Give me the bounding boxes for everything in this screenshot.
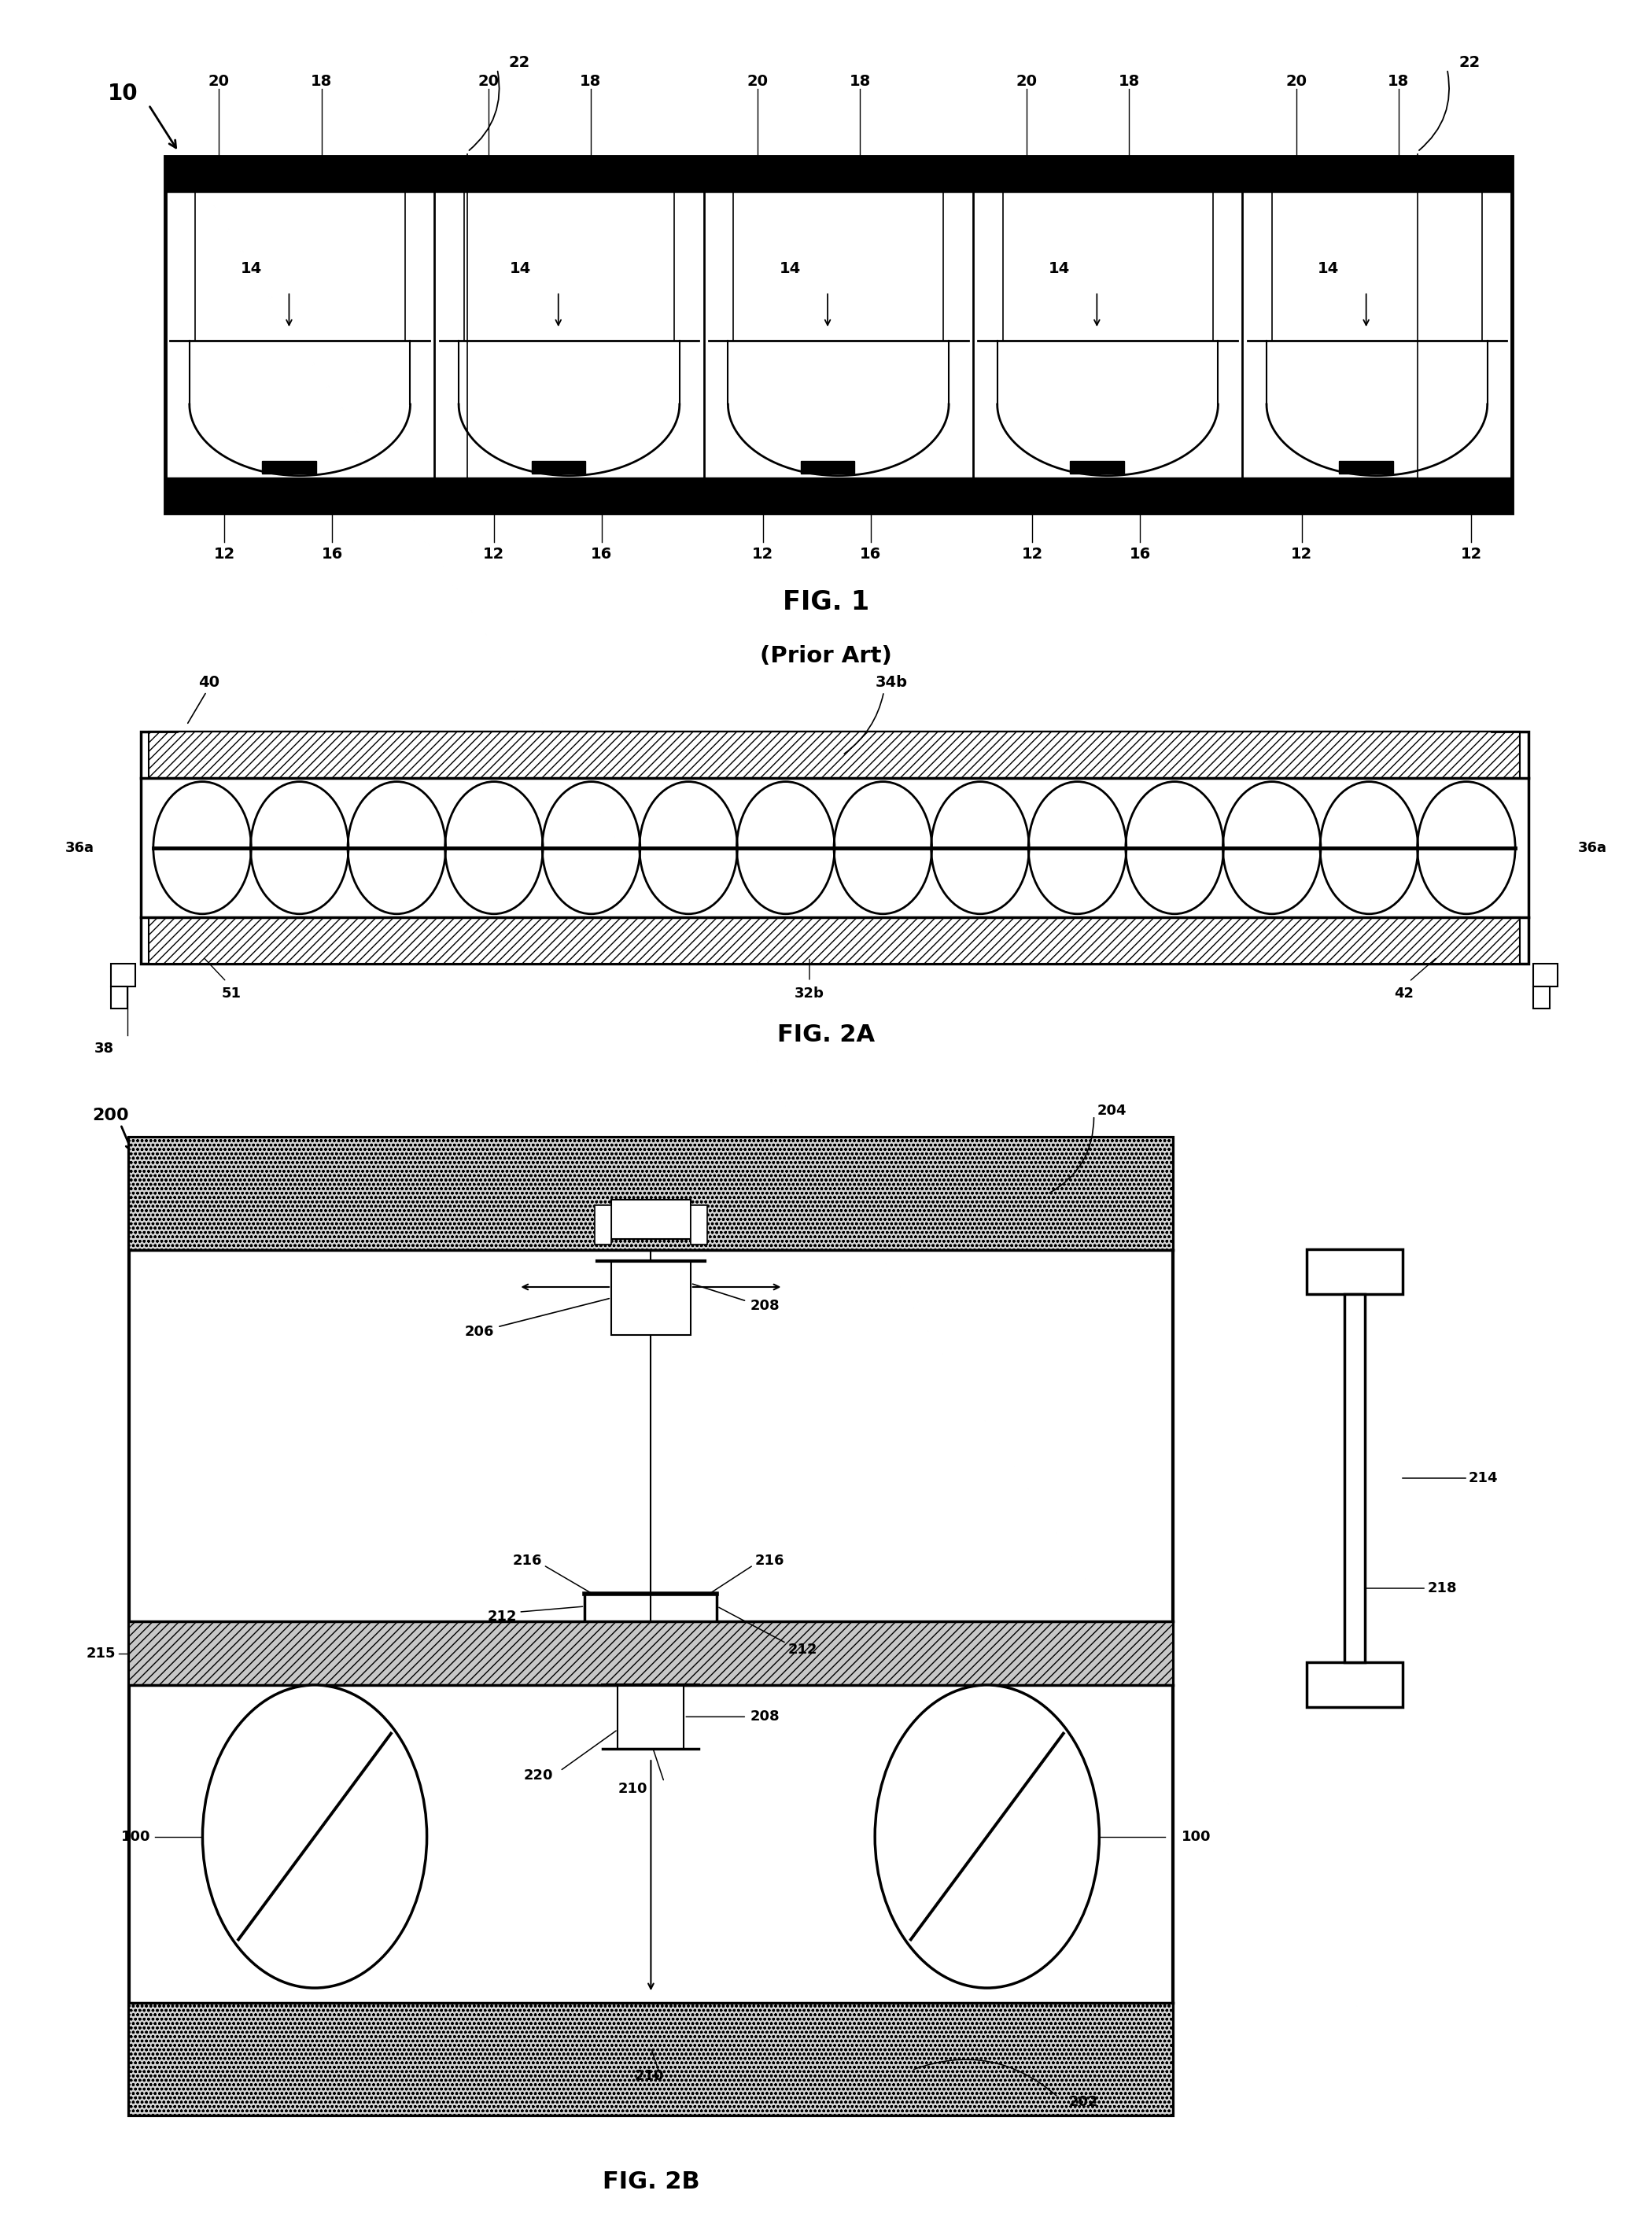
Bar <box>149 732 1520 779</box>
Text: 12: 12 <box>1290 547 1312 562</box>
Text: 42: 42 <box>1394 986 1414 999</box>
Text: 208: 208 <box>750 1298 780 1312</box>
Text: 204: 204 <box>1097 1104 1127 1118</box>
Text: 215: 215 <box>86 1646 116 1660</box>
Bar <box>129 2003 1173 2115</box>
Bar <box>129 1622 1173 1684</box>
Text: 14: 14 <box>780 261 801 277</box>
Text: 18: 18 <box>311 74 332 89</box>
Text: 220: 220 <box>524 1769 553 1783</box>
Text: FIG. 1: FIG. 1 <box>783 589 869 616</box>
Text: 22: 22 <box>1459 56 1480 69</box>
Text: 36a: 36a <box>1578 841 1607 854</box>
Bar <box>532 462 585 473</box>
Text: 20: 20 <box>208 74 230 89</box>
Bar <box>140 732 1528 964</box>
Text: FIG. 2B: FIG. 2B <box>603 2171 699 2193</box>
Text: 212: 212 <box>788 1642 818 1658</box>
Text: 18: 18 <box>580 74 601 89</box>
Text: 100: 100 <box>1181 1829 1211 1843</box>
Bar <box>263 462 316 473</box>
Text: 16: 16 <box>591 547 613 562</box>
Bar <box>691 1205 707 1245</box>
Text: 18: 18 <box>1388 74 1409 89</box>
Bar <box>801 462 854 473</box>
Text: 22: 22 <box>509 56 530 69</box>
Text: 40: 40 <box>198 676 220 689</box>
Text: 12: 12 <box>482 547 504 562</box>
Bar <box>1307 1662 1403 1707</box>
Bar <box>1533 964 1558 986</box>
Text: FIG. 2A: FIG. 2A <box>776 1024 876 1046</box>
Bar <box>111 986 127 1008</box>
Bar <box>618 1684 684 1749</box>
Text: 214: 214 <box>1469 1470 1498 1486</box>
Text: (Prior Art): (Prior Art) <box>760 645 892 667</box>
Text: 32b: 32b <box>795 986 824 999</box>
Bar <box>165 156 1512 513</box>
Text: 200: 200 <box>93 1107 129 1124</box>
Text: 14: 14 <box>1318 261 1340 277</box>
Bar <box>1533 986 1550 1008</box>
Text: 216: 216 <box>512 1553 542 1568</box>
Text: 14: 14 <box>241 261 263 277</box>
Text: 12: 12 <box>1460 547 1482 562</box>
Text: 206: 206 <box>464 1325 494 1339</box>
Text: 12: 12 <box>1021 547 1042 562</box>
Text: 212: 212 <box>487 1609 517 1624</box>
Text: 20: 20 <box>1016 74 1037 89</box>
Text: 210: 210 <box>634 2068 664 2084</box>
Text: 14: 14 <box>1049 261 1070 277</box>
Bar <box>129 1138 1173 1249</box>
Text: 16: 16 <box>861 547 882 562</box>
Text: 18: 18 <box>1118 74 1140 89</box>
Text: 12: 12 <box>752 547 773 562</box>
Text: 16: 16 <box>322 547 344 562</box>
Text: 16: 16 <box>1130 547 1151 562</box>
Circle shape <box>876 1684 1099 1988</box>
Bar <box>611 1200 691 1238</box>
Text: 210: 210 <box>618 1783 648 1796</box>
Bar <box>595 1205 611 1245</box>
Text: 208: 208 <box>750 1709 780 1725</box>
Text: 10: 10 <box>107 83 137 105</box>
Text: 12: 12 <box>213 547 235 562</box>
Text: 20: 20 <box>1285 74 1307 89</box>
Bar <box>129 1138 1173 2115</box>
Text: 14: 14 <box>510 261 532 277</box>
Bar <box>611 1261 691 1334</box>
Bar <box>1307 1249 1403 1294</box>
Text: 51: 51 <box>221 986 241 999</box>
Bar <box>111 964 135 986</box>
Circle shape <box>203 1684 426 1988</box>
Bar <box>149 917 1520 964</box>
Text: 38: 38 <box>94 1042 114 1055</box>
Text: 100: 100 <box>121 1829 150 1843</box>
Text: 20: 20 <box>477 74 499 89</box>
Text: 36a: 36a <box>64 841 94 854</box>
Text: 216: 216 <box>755 1553 785 1568</box>
Text: 18: 18 <box>849 74 871 89</box>
Text: 20: 20 <box>747 74 768 89</box>
Bar <box>1340 462 1393 473</box>
Bar <box>1345 1294 1365 1662</box>
Text: 34b: 34b <box>876 676 909 689</box>
Text: 202: 202 <box>1069 2095 1099 2108</box>
Text: 218: 218 <box>1427 1582 1457 1595</box>
Bar <box>1070 462 1123 473</box>
